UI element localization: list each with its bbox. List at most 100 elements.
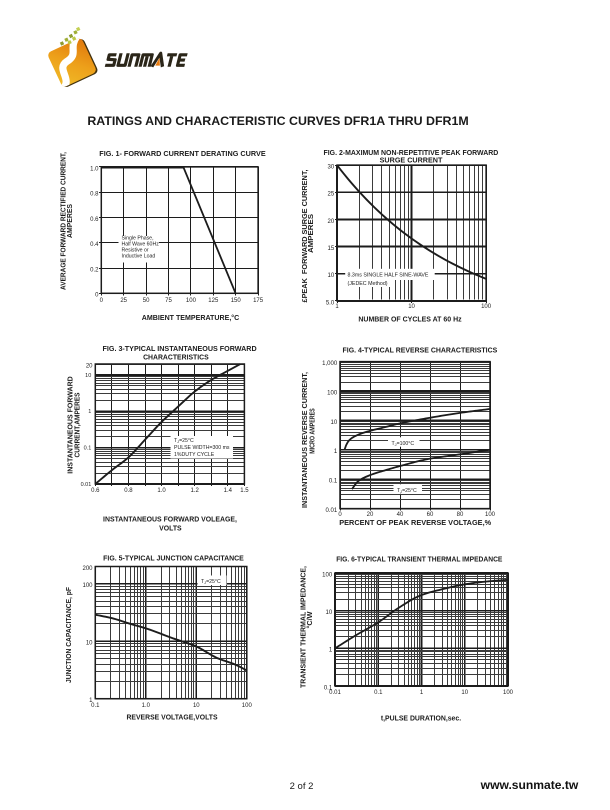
svg-text:100: 100 [82,583,93,589]
svg-text:50: 50 [143,298,150,304]
svg-text:FIG. 1- FORWARD CURRENT DERATI: FIG. 1- FORWARD CURRENT DERATING CURVE [99,149,266,158]
svg-text:100: 100 [242,703,253,709]
svg-text:100: 100 [481,304,492,310]
svg-text:FIG. 3-TYPICAL INSTANTANEOUS F: FIG. 3-TYPICAL INSTANTANEOUS FORWARD [103,344,257,353]
svg-text:TJ=25°C: TJ=25°C [397,488,417,494]
svg-text:10: 10 [328,273,335,279]
svg-text:1: 1 [420,690,424,696]
svg-text:Resistive or: Resistive or [122,248,149,254]
svg-text:INSTANTANEOUS FORWARD VOLEAGE,: INSTANTANEOUS FORWARD VOLEAGE, [103,514,237,523]
svg-text:INSTANTANEOUS FORWARD: INSTANTANEOUS FORWARD [66,376,75,474]
svg-text:1.4: 1.4 [224,488,233,494]
svg-text:£PEAK FORWARD SURGE CURRENT,: £PEAK FORWARD SURGE CURRENT, [300,170,309,303]
svg-text:PERCENT OF PEAK REVERSE VOLTAG: PERCENT OF PEAK REVERSE VOLTAGE,% [339,518,491,527]
svg-text:30: 30 [328,165,335,171]
svg-text:175: 175 [253,298,264,304]
svg-text:1: 1 [335,304,339,310]
svg-text:1.0: 1.0 [142,703,151,709]
svg-text:1: 1 [88,409,91,415]
svg-text:0.01: 0.01 [329,690,341,696]
svg-text:www.sunmate.tw: www.sunmate.tw [480,780,579,792]
svg-text:2 of 2: 2 of 2 [290,781,314,792]
svg-text:°C/W: °C/W [305,611,314,629]
svg-text:AMPERES: AMPERES [306,214,315,253]
svg-text:CHARACTERISTICS: CHARACTERISTICS [143,352,209,361]
svg-text:FIG. 4-TYPICAL REVERSE CHARACT: FIG. 4-TYPICAL REVERSE CHARACTERISTICS [343,346,498,355]
svg-text:TJ=25°C: TJ=25°C [174,438,194,444]
svg-text:FIG. 2-MAXIMUM NON-REPETITIVE: FIG. 2-MAXIMUM NON-REPETITIVE PEAK FORWA… [324,148,499,157]
svg-text:10: 10 [193,703,200,709]
svg-text:0.1: 0.1 [324,685,333,691]
svg-text:100: 100 [186,298,197,304]
svg-text:1.5: 1.5 [240,488,249,494]
svg-text:125: 125 [208,298,219,304]
svg-text:0.01: 0.01 [326,508,338,514]
svg-text:PULSE WIDTH=300 ms: PULSE WIDTH=300 ms [174,445,230,451]
svg-text:10: 10 [461,690,468,696]
svg-text:25: 25 [328,192,335,198]
svg-text:20: 20 [367,512,374,518]
svg-text:15: 15 [328,246,335,252]
svg-text:75: 75 [165,298,172,304]
svg-text:VOLTS: VOLTS [159,523,182,532]
svg-text:1: 1 [329,648,333,654]
svg-text:100: 100 [322,572,333,578]
svg-text:5.0: 5.0 [326,300,335,306]
svg-text:100: 100 [327,390,338,396]
svg-text:0.8: 0.8 [90,192,99,198]
svg-text:100: 100 [503,690,514,696]
svg-text:TJ=100°C: TJ=100°C [392,441,415,447]
svg-text:0.2: 0.2 [90,267,99,273]
svg-text:10: 10 [331,420,338,426]
svg-text:0.4: 0.4 [90,242,99,248]
svg-text:0: 0 [100,298,104,304]
svg-text:1: 1 [89,698,93,704]
svg-text:TJ=25°C: TJ=25°C [201,579,221,585]
svg-text:1%DUTY CYCLE: 1%DUTY CYCLE [174,452,215,458]
svg-text:1: 1 [334,449,338,455]
svg-text:Single Phase,: Single Phase, [122,236,154,242]
svg-text:10: 10 [86,641,93,647]
svg-text:(JEDEC Method): (JEDEC Method) [348,281,388,287]
svg-text:JUNCTION CAPACITANCE, pF: JUNCTION CAPACITANCE, pF [64,587,73,683]
svg-text:0.01: 0.01 [81,482,92,488]
svg-text:25: 25 [120,298,127,304]
svg-text:40: 40 [397,512,404,518]
svg-text:80: 80 [457,512,464,518]
svg-text:REVERSE VOLTAGE,VOLTS: REVERSE VOLTAGE,VOLTS [126,713,217,722]
svg-text:INSTANTANEOUS REVERSE CURRENT,: INSTANTANEOUS REVERSE CURRENT, [300,372,309,508]
svg-text:0.1: 0.1 [329,479,338,485]
svg-text:0.1: 0.1 [91,703,100,709]
svg-text:150: 150 [231,298,242,304]
svg-text:60: 60 [427,512,434,518]
svg-text:t,PULSE DURATION,sec.: t,PULSE DURATION,sec. [381,713,461,722]
svg-text:0.6: 0.6 [90,217,99,223]
svg-text:1,000: 1,000 [322,361,338,367]
svg-text:0.1: 0.1 [84,446,92,452]
svg-text:0.1: 0.1 [374,690,383,696]
svg-text:AMBIENT TEMPERATURE,°C: AMBIENT TEMPERATURE,°C [142,313,240,322]
svg-text:200: 200 [82,566,93,572]
svg-text:0: 0 [95,293,99,299]
svg-text:20: 20 [86,363,93,369]
svg-text:1.0: 1.0 [90,166,99,172]
svg-text:1.0: 1.0 [157,488,166,494]
svg-text:8.3ms SINGLE HALF SINE-WAVE: 8.3ms SINGLE HALF SINE-WAVE [348,273,429,279]
svg-text:100: 100 [485,512,496,518]
svg-text:10: 10 [85,373,91,379]
svg-text:MICRO AMPERES: MICRO AMPERES [307,408,316,454]
svg-text:20: 20 [328,219,335,225]
svg-text:AMPERES: AMPERES [65,204,74,238]
svg-text:TRANSIENT THERMAL IMPEDANCE,: TRANSIENT THERMAL IMPEDANCE, [298,566,307,688]
svg-text:SURGE CURRENT: SURGE CURRENT [380,156,443,165]
svg-text:Half Wave 60Hz: Half Wave 60Hz [122,242,160,248]
svg-text:FIG. 6-TYPICAL TRANSIENT THERM: FIG. 6-TYPICAL TRANSIENT THERMAL IMPEDAN… [336,555,502,564]
svg-text:0.6: 0.6 [91,488,100,494]
svg-text:10: 10 [326,610,333,616]
svg-text:10: 10 [408,304,415,310]
svg-text:AVERAGE FORWARD RECTIFIED CURR: AVERAGE FORWARD RECTIFIED CURRENT, [58,152,67,290]
svg-text:NUMBER OF CYCLES AT 60 Hz: NUMBER OF CYCLES AT 60 Hz [358,315,462,324]
svg-text:1.2: 1.2 [191,488,200,494]
svg-text:0: 0 [338,512,342,518]
svg-text:0.8: 0.8 [124,488,133,494]
